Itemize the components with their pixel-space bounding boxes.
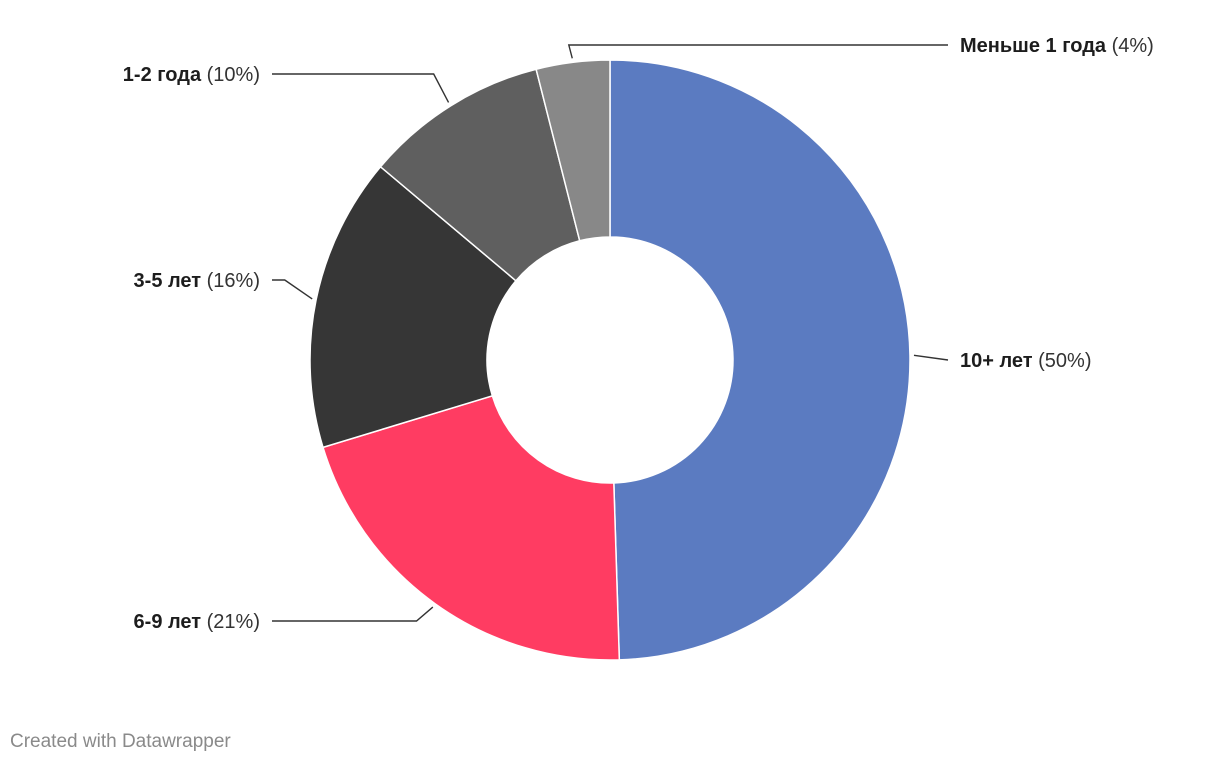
slice-label-value: (16%) xyxy=(201,270,260,292)
slice-label-name: 6-9 лет xyxy=(134,611,202,633)
slice-label-value: (21%) xyxy=(201,611,260,633)
leader-lines-group xyxy=(272,44,949,622)
slice-label-value: (50%) xyxy=(1033,350,1092,372)
leader-line-1 xyxy=(272,606,434,622)
slice-label-name: 3-5 лет xyxy=(134,270,202,292)
labels-group: 10+ лет (50%) 6-9 лет (21%) 3-5 лет (16%) 1… xyxy=(123,35,1154,633)
slice-6-9-лет xyxy=(322,394,621,661)
slice-label-name: 10+ лет xyxy=(960,350,1033,372)
slices-group xyxy=(309,59,911,661)
slice-label-name: 1-2 года xyxy=(123,64,202,86)
slice-label-value: (10%) xyxy=(201,64,260,86)
leader-line-0 xyxy=(913,354,949,361)
leader-line-4 xyxy=(567,44,948,59)
slice-label-2: 3-5 лет (16%) xyxy=(134,270,260,292)
slice-label-4: Меньше 1 года (4%) xyxy=(960,35,1154,57)
leader-line-3 xyxy=(272,73,450,103)
slice-label-0: 10+ лет (50%) xyxy=(960,350,1091,372)
slice-меньше-1-года xyxy=(535,59,611,242)
slice-label-3: 1-2 года (10%) xyxy=(123,64,260,86)
slice-label-name: Меньше 1 года xyxy=(960,35,1107,57)
slice-10-лет xyxy=(609,59,911,661)
slice-label-1: 6-9 лет (21%) xyxy=(134,611,260,633)
leader-line-2 xyxy=(272,279,313,300)
credit-text: Created with Datawrapper xyxy=(10,731,231,752)
slice-3-5-лет xyxy=(309,165,517,449)
slice-label-value: (4%) xyxy=(1106,35,1154,57)
